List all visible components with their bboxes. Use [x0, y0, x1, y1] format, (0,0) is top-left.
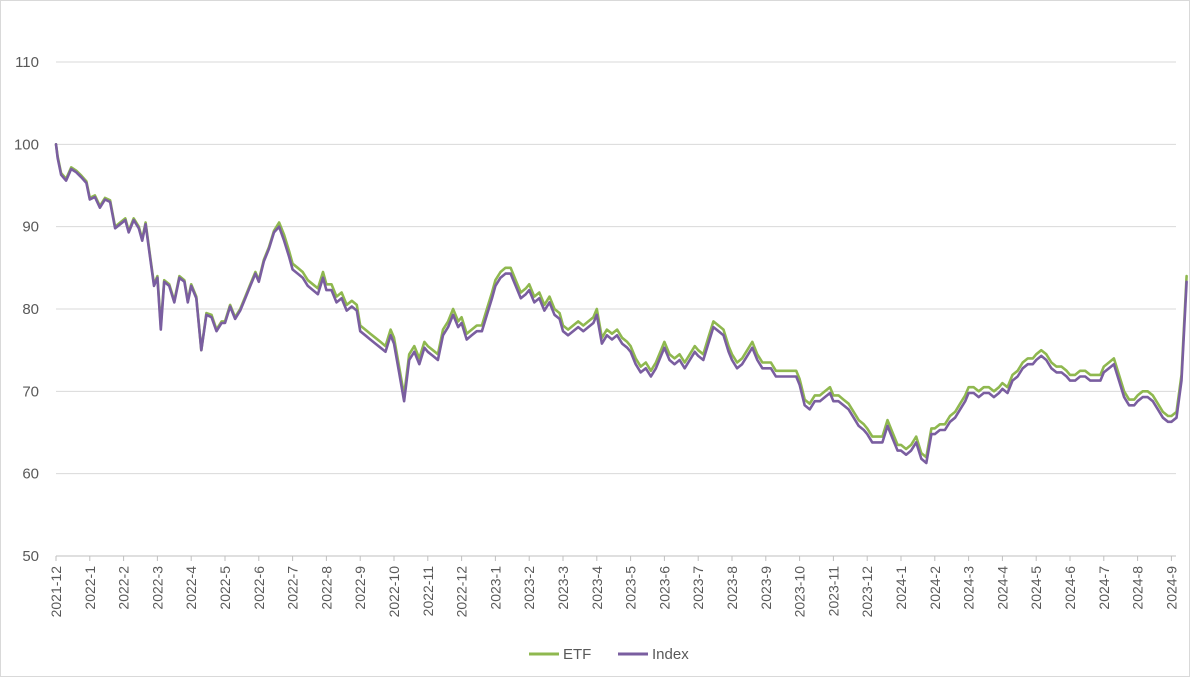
- x-tick-label: 2023-7: [690, 566, 706, 610]
- x-tick-label: 2024-6: [1062, 566, 1078, 610]
- x-tick-label: 2022-4: [183, 566, 199, 610]
- x-tick-label: 2022-12: [454, 566, 470, 618]
- y-axis-ticks: 50 60 70 80 90 100 110: [14, 54, 39, 565]
- y-tick-label: 60: [22, 466, 39, 483]
- x-tick-label: 2023-9: [758, 566, 774, 610]
- x-tick-label: 2023-2: [521, 566, 537, 610]
- x-tick-label: 2024-8: [1130, 566, 1146, 610]
- series-line-etf: [54, 143, 1188, 459]
- x-tick-label: 2023-4: [589, 566, 605, 610]
- gridlines: [56, 61, 1176, 557]
- x-tick-label: 2022-10: [386, 566, 402, 618]
- x-tick-label: 2024-9: [1163, 566, 1179, 610]
- x-tick-label: 2024-2: [927, 566, 943, 610]
- x-tick-label: 2024-3: [961, 566, 977, 610]
- y-tick-label: 70: [22, 383, 39, 400]
- x-tick-label: 2023-8: [724, 566, 740, 610]
- x-tick-label: 2024-1: [893, 566, 909, 610]
- x-tick-label: 2022-8: [318, 566, 334, 610]
- x-tick-label: 2024-5: [1028, 566, 1044, 610]
- series-lines: [54, 143, 1188, 465]
- x-tick-label: 2023-6: [656, 566, 672, 610]
- y-tick-label: 100: [14, 136, 39, 153]
- x-tick-label: 2023-12: [859, 566, 875, 618]
- x-tick-label: 2023-3: [555, 566, 571, 610]
- x-tick-label: 2022-2: [116, 566, 132, 610]
- x-tick-label: 2022-1: [82, 566, 98, 610]
- x-tick-label: 2023-11: [825, 566, 841, 617]
- series-line-index: [54, 143, 1188, 465]
- x-tick-label: 2022-6: [251, 566, 267, 610]
- legend: ETF Index: [529, 646, 689, 663]
- x-tick-label: 2022-9: [352, 566, 368, 610]
- legend-label-etf: ETF: [563, 646, 591, 663]
- x-axis-ticks: 2021-12 2022-1 2022-2 2022-3 2022-4 2022-5 202…: [48, 556, 1179, 617]
- x-tick-label: 2024-7: [1096, 566, 1112, 610]
- x-tick-label: 2022-3: [149, 566, 165, 610]
- x-tick-label: 2022-7: [285, 566, 301, 610]
- legend-label-index: Index: [652, 646, 689, 663]
- y-tick-label: 80: [22, 301, 39, 318]
- x-tick-label: 2023-1: [487, 566, 503, 610]
- x-tick-label: 2021-12: [48, 566, 64, 618]
- x-tick-label: 2022-5: [217, 566, 233, 610]
- x-tick-label: 2024-4: [994, 566, 1010, 610]
- y-tick-label: 90: [22, 219, 39, 236]
- x-tick-label: 2023-5: [623, 566, 639, 610]
- y-tick-label: 50: [22, 548, 39, 565]
- x-tick-label: 2022-11: [420, 566, 436, 617]
- y-tick-label: 110: [15, 54, 39, 71]
- x-tick-label: 2023-10: [792, 566, 808, 618]
